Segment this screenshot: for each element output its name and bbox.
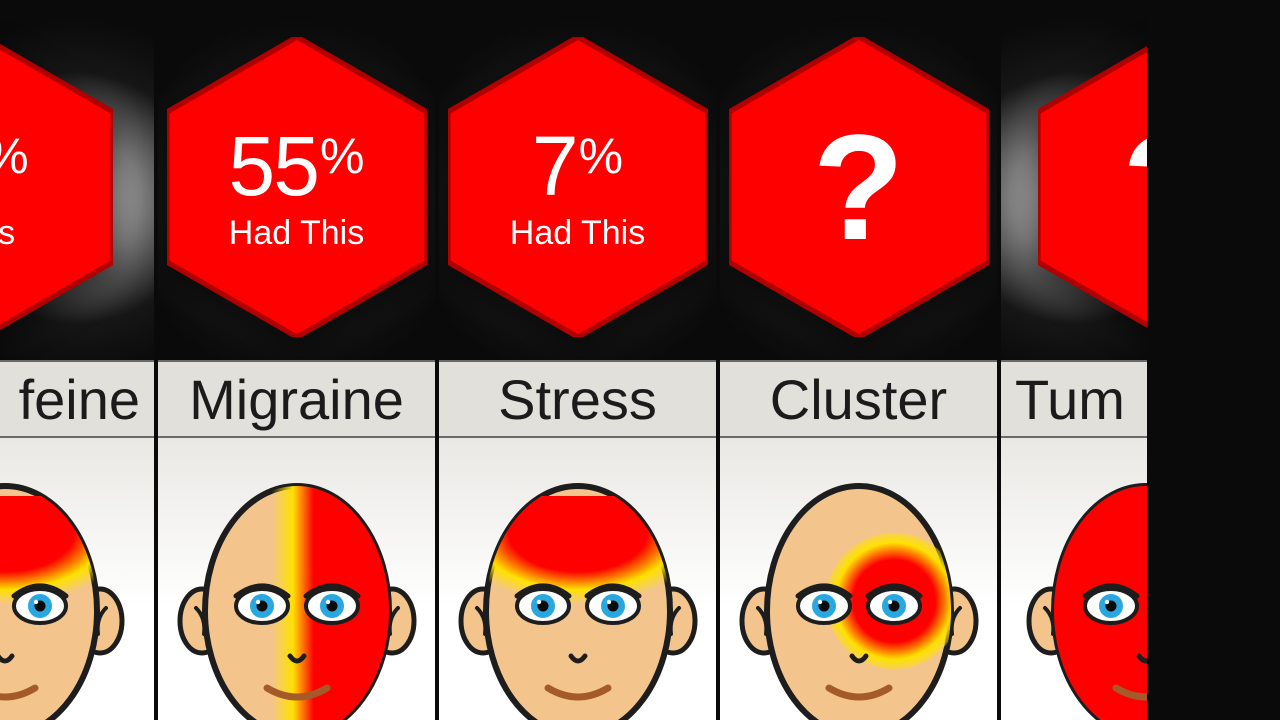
stat-text: ? — [813, 112, 905, 262]
stat-text: 55% Had This — [229, 124, 365, 250]
type-label: Stress — [498, 367, 657, 432]
stat-hexagon: 55% Had This — [167, 37, 427, 337]
pct-number: 55 — [229, 119, 318, 213]
type-label: Tum — [1001, 367, 1125, 432]
panel-top: 0% This — [0, 0, 154, 360]
panel-top: ? — [1001, 0, 1147, 360]
stat-hexagon: 0% This — [0, 37, 113, 337]
pct-caption: Had This — [229, 216, 365, 250]
panel-caffeine: 0% This feine — [0, 0, 154, 720]
type-label-bar: Stress — [439, 360, 716, 438]
stat-text: ? — [1122, 112, 1147, 262]
type-label-bar: Cluster — [720, 360, 997, 438]
type-label: Migraine — [189, 367, 404, 432]
stat-text: 0% This — [0, 124, 29, 250]
face-diagram — [720, 438, 997, 720]
pct-number: 7 — [532, 119, 577, 213]
pct-sign: % — [320, 128, 364, 184]
comparison-strip: 0% This feine — [0, 0, 1280, 720]
stat-hexagon: ? — [1038, 37, 1147, 337]
panel-top: 7% Had This — [439, 0, 716, 360]
type-label: feine — [19, 367, 154, 432]
type-label-bar: Tum — [1001, 360, 1147, 438]
pct-sign: % — [579, 128, 623, 184]
panel-top: 55% Had This — [158, 0, 435, 360]
stat-hexagon: ? — [729, 37, 989, 337]
pct-caption: Had This — [510, 216, 645, 250]
face-diagram — [0, 438, 154, 720]
panel-top: ? — [720, 0, 997, 360]
panel-migraine: 55% Had This Migraine — [154, 0, 435, 720]
panel-stress: 7% Had This Stress — [435, 0, 716, 720]
type-label-bar: feine — [0, 360, 154, 438]
panel-tumor: ? Tum — [997, 0, 1147, 720]
face-diagram — [439, 438, 716, 720]
type-label-bar: Migraine — [158, 360, 435, 438]
stat-hexagon: 7% Had This — [448, 37, 708, 337]
type-label: Cluster — [770, 367, 947, 432]
pct-sign: % — [0, 128, 29, 184]
face-diagram — [158, 438, 435, 720]
pct-caption: This — [0, 216, 29, 250]
panel-cluster: ? Cluster — [716, 0, 997, 720]
face-diagram — [1001, 438, 1147, 720]
question-mark: ? — [813, 112, 905, 262]
stat-text: 7% Had This — [510, 124, 645, 250]
question-mark: ? — [1122, 112, 1147, 262]
